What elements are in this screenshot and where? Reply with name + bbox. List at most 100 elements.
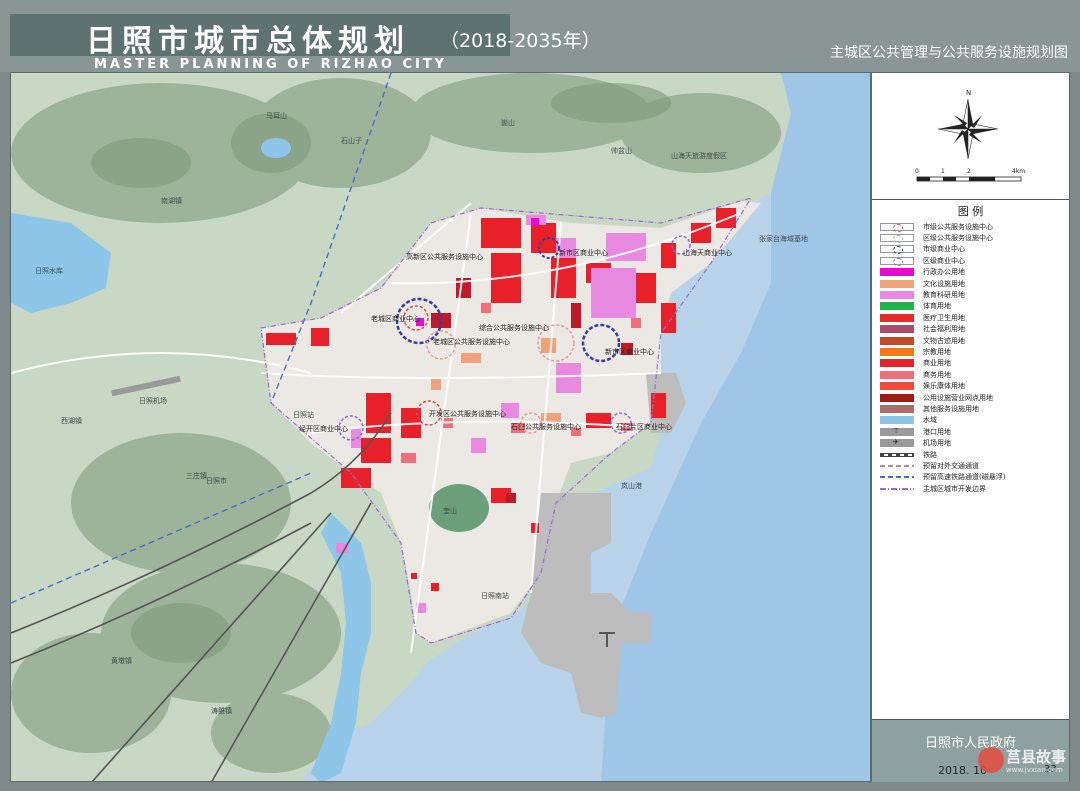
legend-item: ⊤ 港口用地: [880, 426, 1065, 437]
watermark-url: www.jvxian.com: [1006, 766, 1063, 774]
river: [311, 513, 371, 781]
legend-label: 教育科研用地: [923, 291, 965, 300]
legend-swatch: [880, 336, 914, 345]
legend-item: 预留对外交通通道: [880, 460, 1065, 471]
legend-label: 医疗卫生用地: [923, 313, 965, 322]
legend-swatch: [880, 404, 914, 413]
legend-item: 预留高速铁路通道(磁悬浮): [880, 472, 1065, 483]
legend-swatch: [880, 302, 914, 311]
legend-label: 社会福利用地: [923, 325, 965, 334]
center-labels: 高新区公共服务设施中心 新市区商业中心 山海天商业中心 老城区商业中心 综合公共…: [299, 248, 732, 433]
map-label-center: 高新区公共服务设施中心: [406, 252, 483, 261]
map-label-center: 山海天商业中心: [683, 248, 732, 257]
legend-swatch: [880, 416, 914, 425]
map-label-place: 日照机场: [139, 396, 167, 405]
legend-label: 娱乐康体用地: [923, 382, 965, 391]
legend-swatch: [880, 452, 914, 457]
legend-label: 区级商业中心: [923, 256, 965, 265]
map-label-center: 新市区商业中心: [559, 248, 608, 257]
legend-swatch: ⊤: [880, 427, 914, 436]
legend-label: 商务用地: [923, 370, 951, 379]
legend-item: 区级商业中心: [880, 255, 1065, 266]
port-symbol: [599, 632, 615, 647]
map-label-place: 张家台海域基地: [759, 234, 808, 243]
title-years: （2018-2035年）: [440, 30, 601, 52]
hill-shadow: [91, 83, 671, 663]
map-label-place: 马耳山: [266, 111, 287, 120]
map-label-center: 石臼公共服务设施中心: [511, 422, 581, 431]
map-label-place: 南湖镇: [161, 196, 182, 205]
legend-swatch: [880, 347, 914, 356]
map-label-place: 三庄镇: [186, 471, 207, 480]
map-label-center: 老城区商业中心: [371, 314, 420, 323]
legend-swatch: ✈: [880, 438, 914, 448]
footer: 日照市人民政府 2018. 10 33: [872, 719, 1069, 782]
page-number: 33: [1044, 764, 1057, 775]
legend-swatch: [880, 393, 914, 402]
map-label-place: 日照站: [293, 410, 314, 419]
page-title: 日照市城市总体规划: [86, 24, 410, 59]
planning-map[interactable]: 高新区公共服务设施中心 新市区商业中心 山海天商业中心 老城区商业中心 综合公共…: [10, 72, 871, 782]
title-english: MASTER PLANNING OF RIZHAO CITY: [94, 57, 448, 72]
map-label-place: 日照市: [206, 476, 227, 485]
map-label-place: 日照南站: [481, 591, 509, 600]
watermark: 莒县故事 www.jvxian.com: [976, 744, 1072, 780]
admin-land: [416, 218, 539, 326]
legend-swatch: [880, 313, 914, 322]
legend-item: 文化设施用地: [880, 278, 1065, 289]
legend-item: 商务用地: [880, 369, 1065, 380]
legend-item: 市级公共服务设施中心: [880, 221, 1065, 232]
svg-text:0: 0: [915, 168, 919, 175]
map-label-place: 山海天旅游度假区: [671, 151, 727, 160]
map-label-center: 综合公共服务设施中心: [479, 323, 549, 332]
legend-item: 社会福利用地: [880, 324, 1065, 335]
legend-item: 商业用地: [880, 358, 1065, 369]
legend-label: 行政办公用地: [923, 268, 965, 277]
map-label-center: 老城区公共服务设施中心: [433, 337, 510, 346]
map-label-place: 奎山: [443, 506, 457, 515]
watermark-logo-icon: [978, 747, 1004, 773]
kuishan-park: [429, 484, 489, 532]
compass-box: N 0 1 2: [872, 73, 1069, 200]
legend-item: 医疗卫生用地: [880, 312, 1065, 323]
legend-label: 市级商业中心: [923, 245, 965, 254]
map-label-place: 岚山港: [621, 481, 642, 490]
map-label-center: 开发区公共服务设施中心: [429, 409, 506, 418]
railways: [11, 412, 392, 781]
legend-item: 主城区城市开发边界: [880, 483, 1065, 494]
issue-date: 2018. 10: [938, 764, 987, 777]
svg-text:2: 2: [967, 168, 971, 175]
side-panel: N 0 1 2: [871, 72, 1070, 782]
legend-item: 铁路: [880, 449, 1065, 460]
map-label-center: 新市区商业中心: [605, 347, 654, 356]
legend-swatch: [880, 382, 914, 391]
legend-item: 行政办公用地: [880, 267, 1065, 278]
legend-item: 区级公共服务设施中心: [880, 232, 1065, 244]
legend-label: 体育用地: [923, 302, 951, 311]
legend-label: 区级公共服务设施中心: [923, 234, 993, 243]
sea-deep: [601, 73, 870, 781]
airport-runway: [111, 375, 181, 397]
legend-swatch: [880, 256, 914, 266]
legend-swatch: [880, 487, 914, 490]
rizhao-reservoir: [11, 213, 111, 313]
legend-swatch: [880, 370, 914, 379]
legend: 图 例 市级公共服务设施中心 区级公共服务设施中心 市级商业中心 区级商业中心 行政办公…: [872, 199, 1069, 719]
legend-swatch: [880, 359, 914, 368]
legend-label: 市级公共服务设施中心: [923, 222, 993, 231]
legend-swatch: [880, 279, 914, 288]
legend-label: 机场用地: [923, 439, 951, 448]
map-label-place: 崮山: [501, 118, 515, 127]
map-title: 主城区公共管理与公共服务设施规划图: [830, 45, 1068, 61]
compass-icon: N 0 1 2: [915, 89, 1025, 182]
center-rings: [338, 235, 691, 441]
legend-item: ✈ 机场用地: [880, 437, 1065, 448]
legend-swatch: [880, 476, 914, 479]
map-label-place: 石山子: [341, 136, 362, 145]
legend-item: 体育用地: [880, 301, 1065, 312]
legend-item: 水域: [880, 415, 1065, 426]
legend-label: 公用设施营业网点用地: [923, 393, 993, 402]
legend-label: 港口用地: [923, 427, 951, 436]
svg-text:1: 1: [941, 168, 945, 175]
map-label-place: 黄墩镇: [111, 656, 132, 665]
